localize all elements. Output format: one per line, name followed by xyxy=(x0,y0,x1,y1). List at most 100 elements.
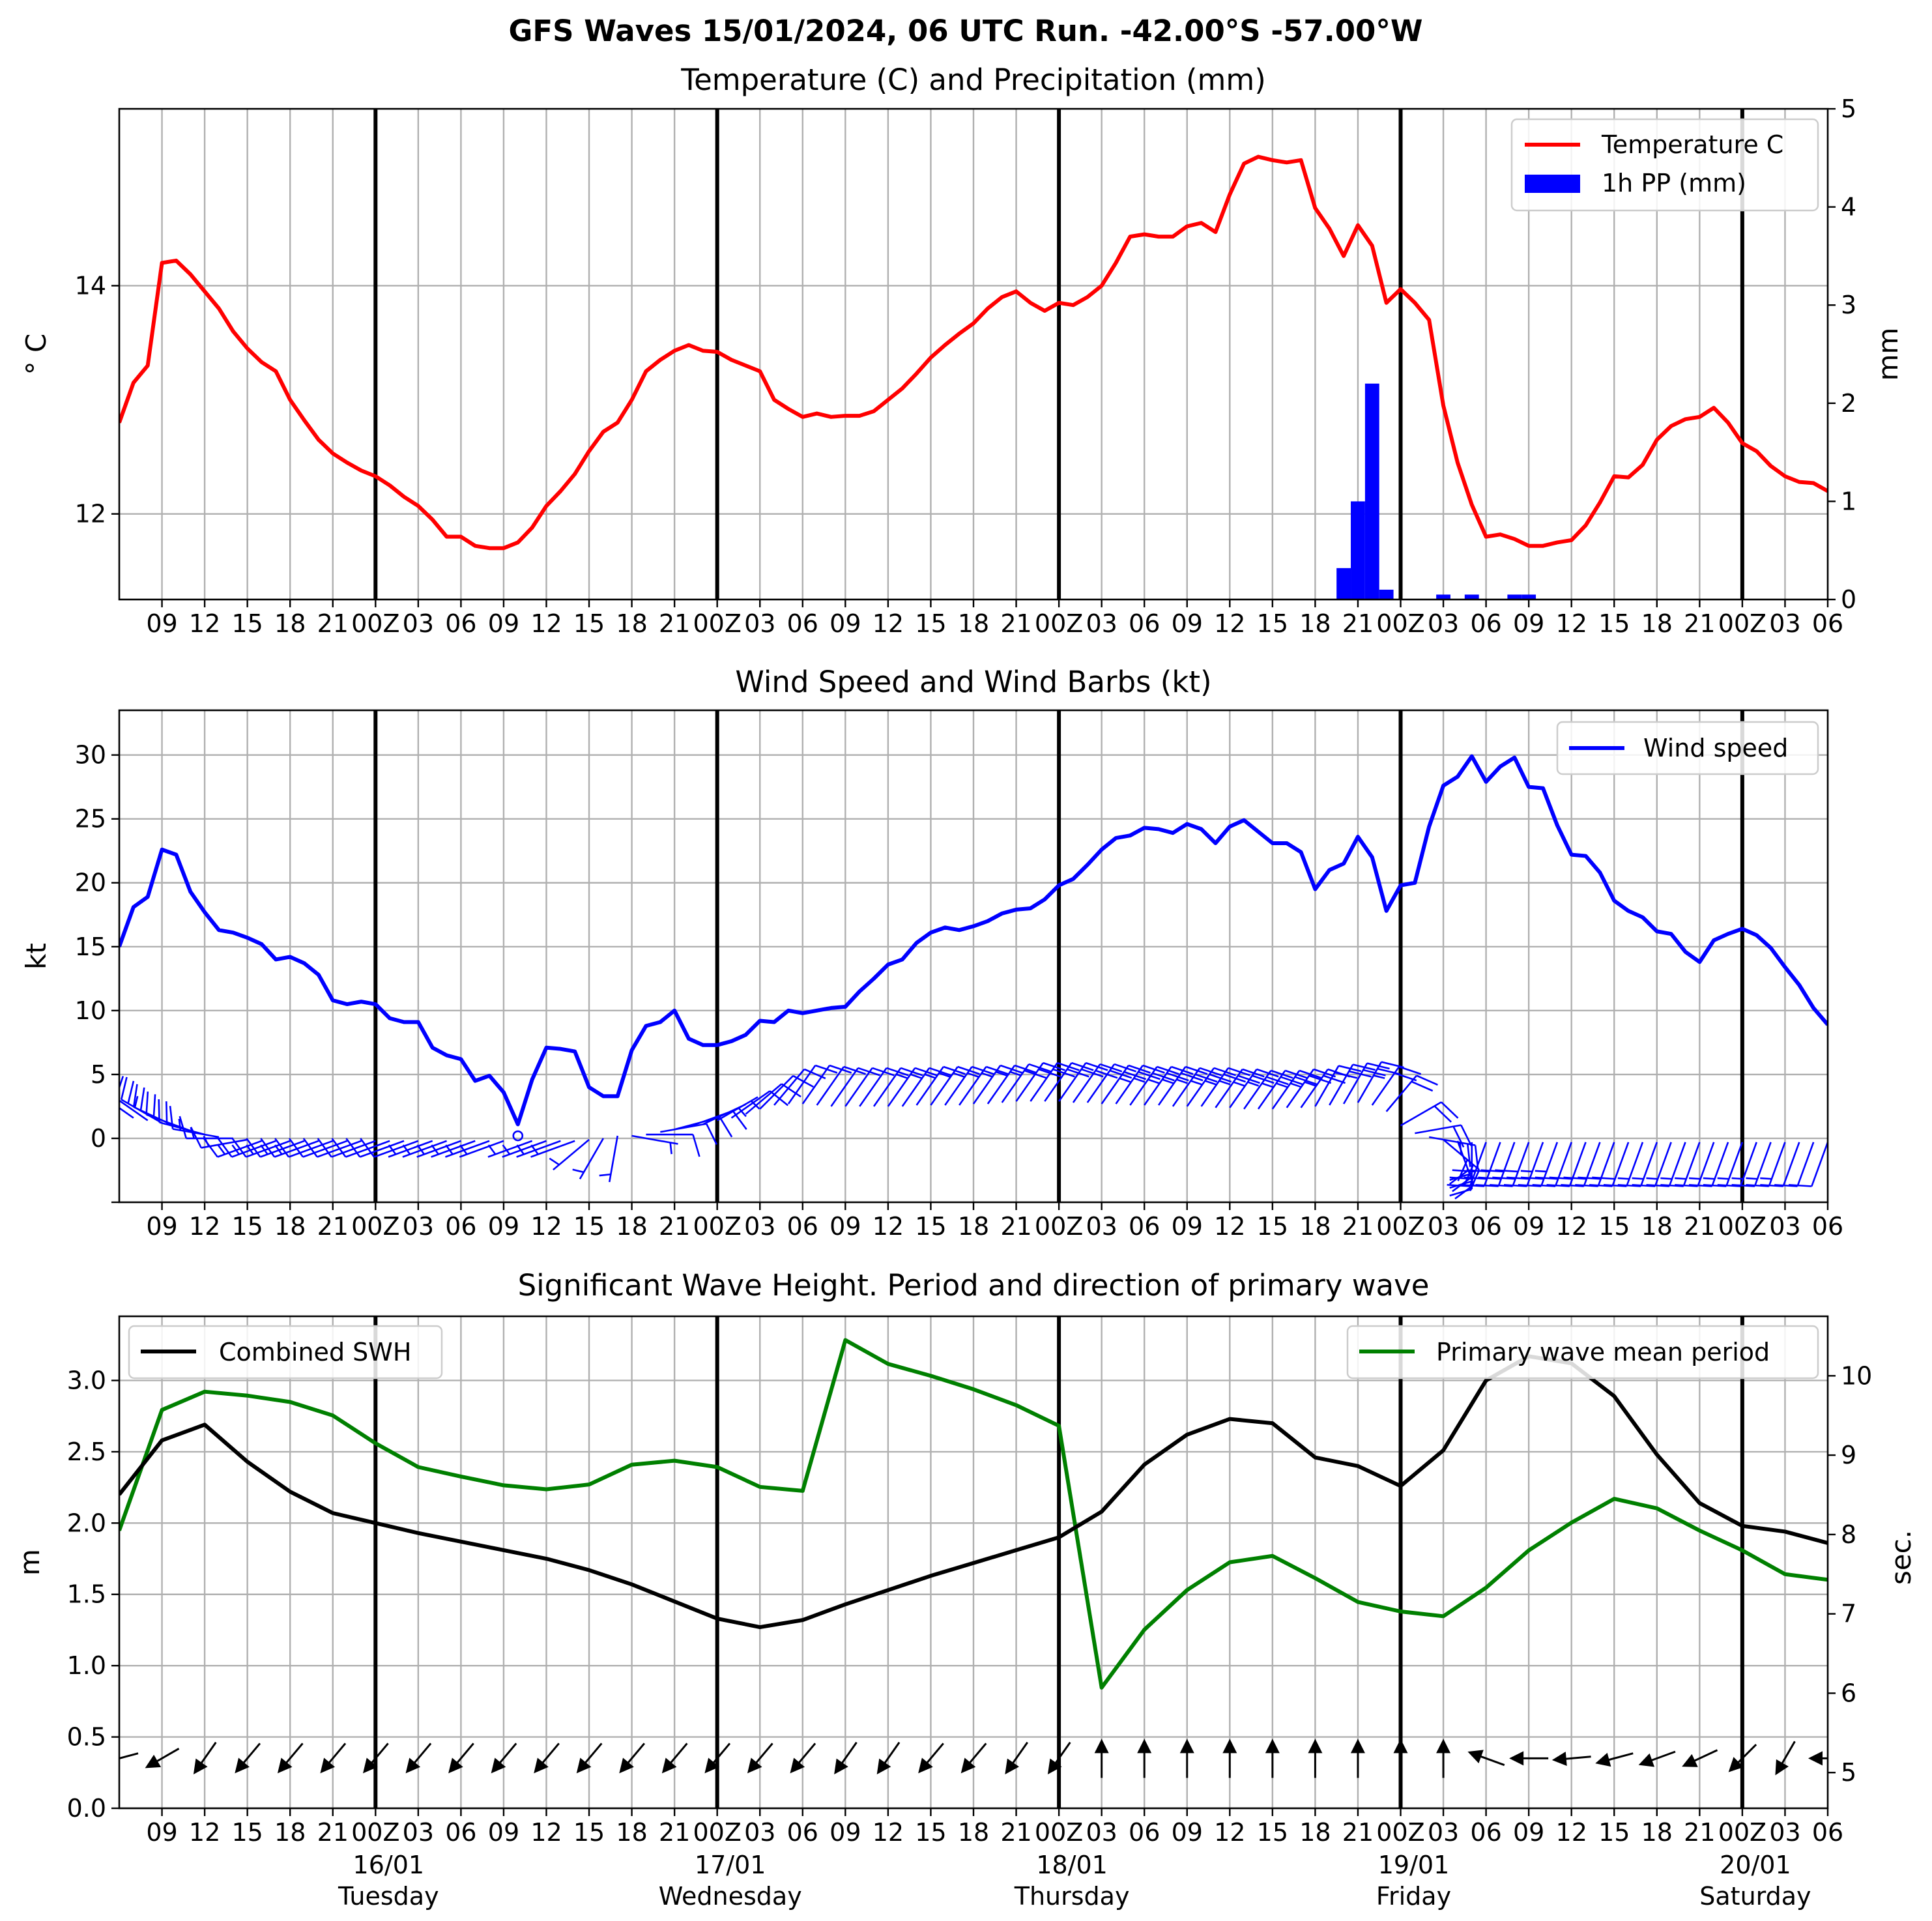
precip-bar xyxy=(1521,594,1536,599)
x-tick-label: 15 xyxy=(573,609,605,638)
wind-barb-feather xyxy=(1490,1183,1513,1187)
x-tick-label: 06 xyxy=(1129,609,1160,638)
y2-tick-label: 1 xyxy=(1841,487,1856,515)
wind-barb-feather xyxy=(692,1134,700,1157)
wave-direction-arrow xyxy=(491,1742,517,1774)
wind-barb-shaft xyxy=(801,1065,831,1105)
wind-barb-shaft xyxy=(373,1140,419,1158)
wind-barb-feather xyxy=(1081,1068,1104,1078)
y-tick-label: 3.0 xyxy=(67,1366,106,1394)
wind-barb-feather xyxy=(1449,1176,1473,1180)
wind-barb-half-feather xyxy=(1535,1170,1547,1173)
legend-box xyxy=(1346,1325,1819,1379)
x-tick-label: 00Z xyxy=(1376,609,1424,638)
day-weekday-label: Tuesday xyxy=(338,1882,439,1911)
wind-barb-feather xyxy=(1561,1183,1584,1187)
wave-direction-arrow xyxy=(1728,1744,1757,1772)
x-tick-label: 15 xyxy=(915,1818,946,1847)
wind-barb-feather xyxy=(1495,1169,1518,1173)
x-tick-label: 12 xyxy=(530,1818,562,1847)
wind-barb-feather xyxy=(719,1116,733,1138)
wave-direction-arrow xyxy=(1509,1751,1549,1766)
wave-arrow-head xyxy=(320,1757,336,1774)
plot-area xyxy=(119,154,1828,599)
wind-barb-shaft xyxy=(1811,1142,1828,1187)
wind-barb-half-feather xyxy=(260,1144,268,1155)
wind-barb-feather xyxy=(1181,1072,1204,1082)
wind-barb-half-feather xyxy=(1520,1170,1533,1173)
x-tick-label: 21 xyxy=(659,1212,690,1241)
temperature-precip-panel: Temperature (C) and Precipitation (mm) 09… xyxy=(20,63,1904,638)
wind-barb-feather xyxy=(1731,1183,1755,1187)
wind-barb-half-feather xyxy=(938,1072,951,1078)
wind-barb-half-feather xyxy=(1119,1077,1131,1083)
x-tick-label: 06 xyxy=(445,1818,476,1847)
wind-barb xyxy=(1086,1063,1137,1103)
wind-barb xyxy=(1385,1075,1438,1112)
x-tick-label: 21 xyxy=(317,1818,349,1847)
wind-barb-feather xyxy=(1774,1183,1798,1187)
wave-arrow-head xyxy=(448,1757,463,1774)
x-tick-label: 00Z xyxy=(693,609,742,638)
wind-barb-half-feather xyxy=(1190,1080,1202,1086)
wind-barb-feather xyxy=(732,1110,747,1130)
wind-barb-feather xyxy=(1114,1063,1137,1073)
wind-barb xyxy=(572,1138,605,1179)
wind-barb-half-feather xyxy=(231,1144,240,1155)
legend-box xyxy=(1510,118,1819,212)
wind-barb-feather xyxy=(132,1084,138,1108)
wind-barb-feather xyxy=(1223,1073,1247,1083)
wind-barb xyxy=(1646,1142,1686,1187)
x-tick-label: 03 xyxy=(1769,1212,1800,1241)
wave-direction-arrow xyxy=(834,1741,858,1774)
wind-barb-feather xyxy=(1398,1065,1422,1075)
y-tick-label: 2.5 xyxy=(67,1437,106,1466)
wind-barb-shaft xyxy=(816,1066,845,1106)
wind-barb-feather xyxy=(1703,1183,1727,1187)
wind-barb-half-feather xyxy=(924,1073,936,1079)
x-tick-label: 06 xyxy=(787,1818,818,1847)
wind-barb xyxy=(119,1076,149,1121)
x-tick-label: 03 xyxy=(744,1212,775,1241)
wind-barb-feather xyxy=(1492,1176,1516,1180)
x-tick-label: 06 xyxy=(1812,1818,1843,1847)
x-tick-label: 06 xyxy=(1812,609,1843,638)
x-tick-label: 03 xyxy=(1428,609,1459,638)
wave-arrow-head xyxy=(619,1757,634,1774)
x-tick-label: 06 xyxy=(1470,609,1501,638)
wind-barb xyxy=(1115,1064,1165,1105)
x-tick-label: 06 xyxy=(1812,1212,1843,1241)
x-tick-label: 12 xyxy=(530,1212,562,1241)
x-tick-label: 06 xyxy=(1470,1818,1501,1847)
x-tick-label: 09 xyxy=(488,1212,519,1241)
wind-barb-shaft xyxy=(745,1083,783,1115)
wave-direction-arrow xyxy=(1265,1739,1280,1778)
wind-barb xyxy=(345,1138,405,1158)
wind-barb-feather xyxy=(1575,1183,1598,1187)
y2-tick-label: 10 xyxy=(1841,1361,1872,1390)
wind-barb xyxy=(1144,1065,1194,1106)
wind-barb-half-feather xyxy=(1688,1177,1701,1180)
x-tick-label: 15 xyxy=(1257,1212,1288,1241)
precip-bar xyxy=(1351,501,1365,599)
y-tick-label: 1.0 xyxy=(67,1651,106,1680)
wind-barb-half-feather xyxy=(1675,1177,1686,1180)
wind-barb-half-feather xyxy=(402,1144,411,1155)
y-tick-label: 0.5 xyxy=(67,1723,106,1752)
wave-arrow-head xyxy=(1509,1751,1524,1766)
wind-barb-half-feather xyxy=(1133,1077,1146,1083)
wind-panel: Wind Speed and Wind Barbs (kt) 09 12 15 18 21… xyxy=(20,665,1843,1241)
wave-arrow-head xyxy=(277,1757,293,1774)
wind-barb-feather xyxy=(1578,1176,1601,1180)
wave-arrow-head xyxy=(1265,1739,1280,1754)
wind-barb-feather xyxy=(203,1138,218,1158)
wind-barb-feather xyxy=(1411,1080,1434,1092)
wind-barb-feather xyxy=(360,1138,375,1158)
y2-tick-label: 2 xyxy=(1841,389,1856,418)
wind-barb-feather xyxy=(1138,1071,1161,1080)
wind-barb-half-feather xyxy=(669,1142,672,1155)
day-weekday-label: Wednesday xyxy=(659,1882,802,1911)
wave-direction-arrow xyxy=(363,1742,389,1774)
x-tick-label: 03 xyxy=(1086,1818,1117,1847)
wind-barb-feather xyxy=(1256,1068,1279,1078)
